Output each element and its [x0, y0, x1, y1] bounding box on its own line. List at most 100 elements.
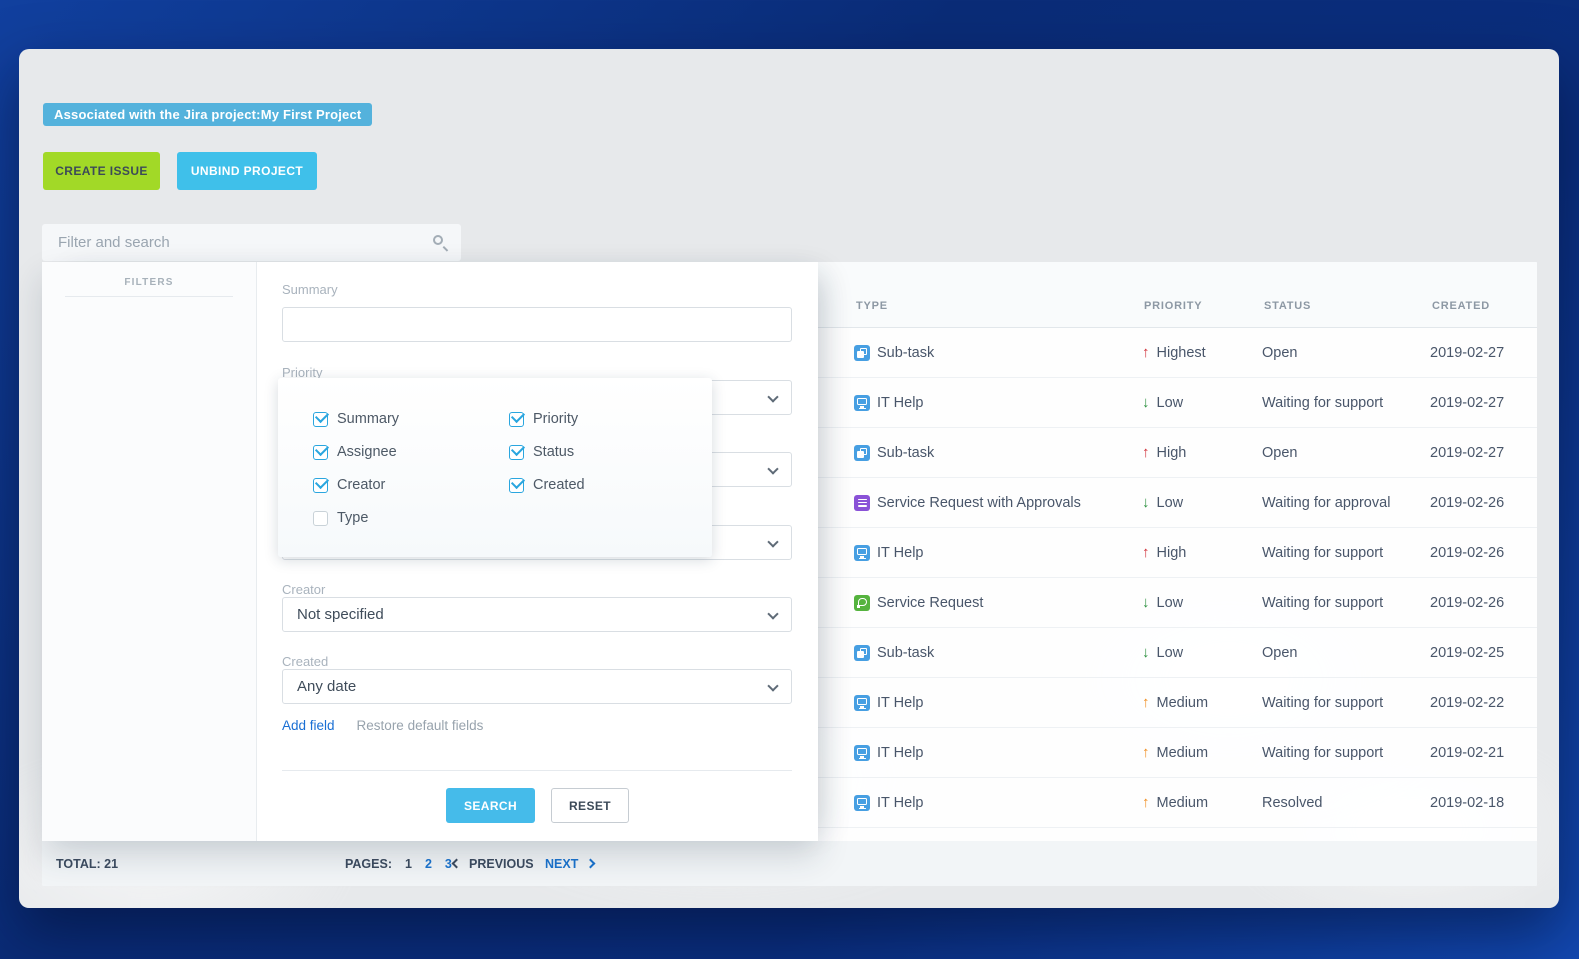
checkbox-checked-icon[interactable]: [509, 477, 524, 493]
status-label: Waiting for support: [1262, 394, 1384, 411]
chevron-down-icon: [767, 463, 779, 475]
checkbox-checked-icon[interactable]: [313, 411, 328, 427]
status-checkbox-option[interactable]: Status: [509, 444, 574, 460]
reset-button[interactable]: RESET: [551, 788, 629, 823]
search-button[interactable]: SEARCH: [446, 788, 535, 823]
created-date: 2019-02-26: [1430, 594, 1505, 611]
checkbox-checked-icon[interactable]: [313, 477, 328, 493]
issue-type: Sub-task: [877, 644, 935, 661]
issue-type: Service Request with Approvals: [877, 494, 1081, 511]
priority-up-icon: ↑: [1142, 344, 1150, 361]
created-select[interactable]: Any date: [282, 669, 792, 704]
chevron-down-icon: [767, 608, 779, 620]
restore-default-fields-link[interactable]: Restore default fields: [356, 718, 484, 733]
app-window: Associated with the Jira project:My Firs…: [19, 49, 1559, 908]
subtask-icon: [854, 644, 870, 661]
created-checkbox-option[interactable]: Created: [509, 477, 585, 493]
priority-label: Low: [1156, 394, 1184, 411]
type-checkbox-option[interactable]: Type: [313, 510, 368, 526]
issue-type: Service Request: [877, 594, 984, 611]
divider: [65, 296, 233, 297]
created-date: 2019-02-22: [1430, 694, 1505, 711]
filters-sidebar: FILTERS: [42, 262, 257, 841]
it-help-icon: [854, 694, 870, 711]
summary-field-label: Summary: [282, 282, 338, 297]
it-help-icon: [854, 394, 870, 411]
created-date: 2019-02-26: [1430, 544, 1505, 561]
it-help-icon: [854, 744, 870, 761]
created-date: 2019-02-27: [1430, 444, 1505, 461]
page-3-button[interactable]: 3: [444, 856, 452, 871]
page-1-button[interactable]: 1: [405, 856, 412, 871]
page-2-button[interactable]: 2: [424, 856, 432, 871]
created-date: 2019-02-27: [1430, 394, 1505, 411]
filters-sidebar-title: FILTERS: [124, 277, 174, 288]
created-date: 2019-02-18: [1430, 794, 1505, 811]
priority-field-label: Priority: [282, 365, 323, 380]
priority-down-icon: ↓: [1142, 394, 1150, 411]
chevron-down-icon: [767, 391, 779, 403]
assignee-checkbox-option[interactable]: Assignee: [313, 444, 397, 460]
issue-type: IT Help: [877, 744, 924, 761]
creator-select[interactable]: Not specified: [282, 597, 792, 632]
previous-page-button[interactable]: PREVIOUS: [451, 857, 534, 871]
priority-up-icon: ↑: [1142, 794, 1150, 811]
service-request-approvals-icon: [854, 494, 870, 511]
summary-checkbox-option[interactable]: Summary: [313, 411, 399, 427]
next-page-button[interactable]: NEXT: [545, 857, 596, 871]
priority-down-icon: ↓: [1142, 594, 1150, 611]
column-header-created: CREATED: [1432, 299, 1490, 312]
divider: [282, 770, 792, 771]
issue-type: Sub-task: [877, 344, 935, 361]
created-date: 2019-02-25: [1430, 644, 1505, 661]
create-issue-button[interactable]: CREATE ISSUE: [43, 152, 160, 190]
unbind-project-button[interactable]: UNBIND PROJECT: [177, 152, 317, 190]
status-label: Waiting for support: [1262, 694, 1384, 711]
status-label: Waiting for support: [1262, 744, 1384, 761]
subtask-icon: [854, 444, 870, 461]
status-label: Waiting for approval: [1262, 494, 1391, 511]
chevron-left-icon: [451, 858, 462, 869]
filter-panel: FILTERS Summary Priority Creator Not spe…: [42, 262, 818, 841]
total-count: TOTAL: 21: [56, 856, 119, 871]
priority-label: Highest: [1156, 344, 1206, 361]
table-row[interactable]: Service Request with Approvals ↓ Low Wait…: [42, 478, 1537, 528]
status-label: Waiting for support: [1262, 544, 1384, 561]
priority-label: Medium: [1156, 744, 1209, 761]
summary-input[interactable]: [282, 307, 792, 342]
issue-type: IT Help: [877, 694, 924, 711]
checkbox-unchecked-icon[interactable]: [313, 510, 328, 526]
creator-field-label: Creator: [282, 582, 326, 597]
status-label: Open: [1262, 644, 1298, 661]
field-chooser-popup: Summary Assignee Creator Type Priority S…: [278, 378, 712, 557]
checkbox-checked-icon[interactable]: [509, 411, 524, 427]
issue-type: IT Help: [877, 544, 924, 561]
chevron-down-icon: [767, 680, 779, 692]
priority-down-icon: ↓: [1142, 644, 1150, 661]
checkbox-checked-icon[interactable]: [313, 444, 328, 460]
priority-up-icon: ↑: [1142, 444, 1150, 461]
status-label: Waiting for support: [1262, 594, 1384, 611]
priority-down-icon: ↓: [1142, 494, 1150, 511]
created-date: 2019-02-21: [1430, 744, 1505, 761]
column-header-priority: PRIORITY: [1144, 299, 1203, 312]
priority-label: Medium: [1156, 694, 1209, 711]
status-label: Open: [1262, 444, 1298, 461]
priority-checkbox-option[interactable]: Priority: [509, 411, 578, 427]
priority-up-icon: ↑: [1142, 544, 1150, 561]
checkbox-checked-icon[interactable]: [509, 444, 524, 460]
issue-type: IT Help: [877, 394, 924, 411]
service-request-icon: [854, 594, 870, 611]
priority-label: High: [1156, 544, 1187, 561]
filter-search-input[interactable]: [42, 224, 461, 261]
chevron-right-icon: [585, 858, 596, 869]
column-header-type: TYPE: [856, 299, 888, 312]
search-icon: [433, 235, 443, 245]
priority-up-icon: ↑: [1142, 694, 1150, 711]
issue-type: Sub-task: [877, 444, 935, 461]
created-field-label: Created: [282, 654, 329, 669]
creator-checkbox-option[interactable]: Creator: [313, 477, 385, 493]
priority-label: Low: [1156, 594, 1184, 611]
add-field-link[interactable]: Add field: [282, 718, 335, 733]
